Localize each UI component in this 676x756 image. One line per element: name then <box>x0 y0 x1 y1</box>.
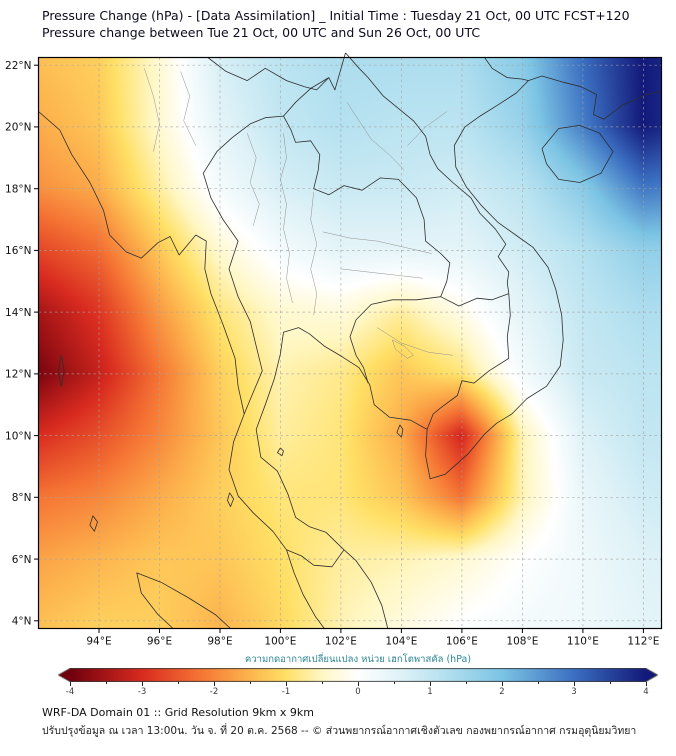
colorbar-tick-label: -4 <box>65 687 75 697</box>
y-tick-label: 16°N <box>5 245 31 257</box>
colorbar-tick-label: -1 <box>281 687 291 697</box>
colorbar-tick <box>609 682 611 684</box>
colorbar-tick-label: 2 <box>499 687 505 697</box>
x-tick-label: 94°E <box>86 636 111 648</box>
colorbar-tick-label: -2 <box>209 687 219 697</box>
x-tick-label: 102°E <box>325 636 357 648</box>
chart-title-line1: Pressure Change (hPa) - [Data Assimilati… <box>42 8 630 23</box>
colorbar-tick <box>393 682 395 684</box>
colorbar-tick <box>177 682 179 684</box>
colorbar <box>58 668 658 682</box>
colorbar-tick <box>249 682 251 684</box>
x-tick-label: 108°E <box>506 636 538 648</box>
colorbar-tick <box>105 682 107 684</box>
colorbar-tick-label: -3 <box>137 687 147 697</box>
colorbar-label: ความกดอากาศเปลี่ยนแปลง หน่วย เฮกโตพาสคัล… <box>244 654 472 665</box>
colorbar-tick <box>213 682 215 686</box>
footer-domain-info: WRF-DA Domain 01 :: Grid Resolution 9km … <box>42 706 314 719</box>
y-tick-label: 12°N <box>5 369 31 381</box>
x-tick-label: 110°E <box>567 636 599 648</box>
y-tick-label: 22°N <box>5 60 31 72</box>
x-tick-label: 100°E <box>264 636 296 648</box>
colorbar-tick <box>501 682 503 686</box>
y-tick-label: 8°N <box>12 492 32 504</box>
y-tick-label: 14°N <box>5 307 31 319</box>
colorbar-tick <box>645 682 647 686</box>
x-tick-label: 98°E <box>207 636 232 648</box>
footer-update-info: ปรับปรุงข้อมูล ณ เวลา 13:00น. วัน จ. ที่… <box>42 725 637 737</box>
colorbar-tick <box>69 682 71 686</box>
x-tick-label: 96°E <box>147 636 172 648</box>
colorbar-tick-label: 0 <box>355 687 361 697</box>
pressure-change-heatmap <box>38 57 661 628</box>
x-tick-label: 106°E <box>446 636 478 648</box>
y-tick-label: 18°N <box>5 183 31 195</box>
x-tick-label: 104°E <box>385 636 417 648</box>
colorbar-tick-label: 1 <box>427 687 433 697</box>
colorbar-tick <box>357 682 359 686</box>
y-tick-label: 20°N <box>5 122 31 134</box>
colorbar-tick <box>141 682 143 686</box>
colorbar-tick <box>573 682 575 686</box>
y-tick-label: 4°N <box>12 616 32 628</box>
x-tick-label: 112°E <box>627 636 659 648</box>
colorbar-tick-label: 4 <box>643 687 649 697</box>
colorbar-tick <box>321 682 323 684</box>
colorbar-tick <box>465 682 467 684</box>
chart-title-line2: Pressure change between Tue 21 Oct, 00 U… <box>42 25 481 40</box>
colorbar-tick-label: 3 <box>571 687 577 697</box>
colorbar-tick <box>285 682 287 686</box>
y-tick-label: 10°N <box>5 430 31 442</box>
y-tick-label: 6°N <box>12 554 32 566</box>
colorbar-tick <box>429 682 431 686</box>
colorbar-tick <box>537 682 539 684</box>
